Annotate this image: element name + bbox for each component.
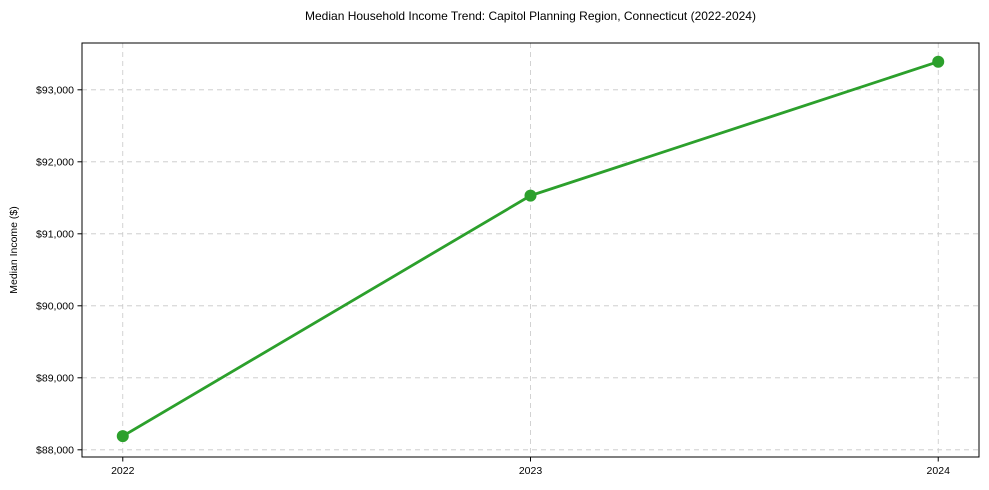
y-tick-label: $93,000 [36,85,74,97]
chart-title: Median Household Income Trend: Capitol P… [305,9,756,23]
data-point [524,189,537,202]
data-point [116,430,129,443]
data-point [932,55,945,68]
x-tick-label: 2022 [111,465,135,477]
y-tick-label: $88,000 [36,445,74,457]
y-tick-label: $92,000 [36,157,74,169]
x-tick-label: 2023 [519,465,543,477]
x-tick-label: 2024 [927,465,951,477]
y-tick-label: $90,000 [36,301,74,313]
y-tick-label: $91,000 [36,229,74,241]
y-tick-label: $89,000 [36,373,74,385]
